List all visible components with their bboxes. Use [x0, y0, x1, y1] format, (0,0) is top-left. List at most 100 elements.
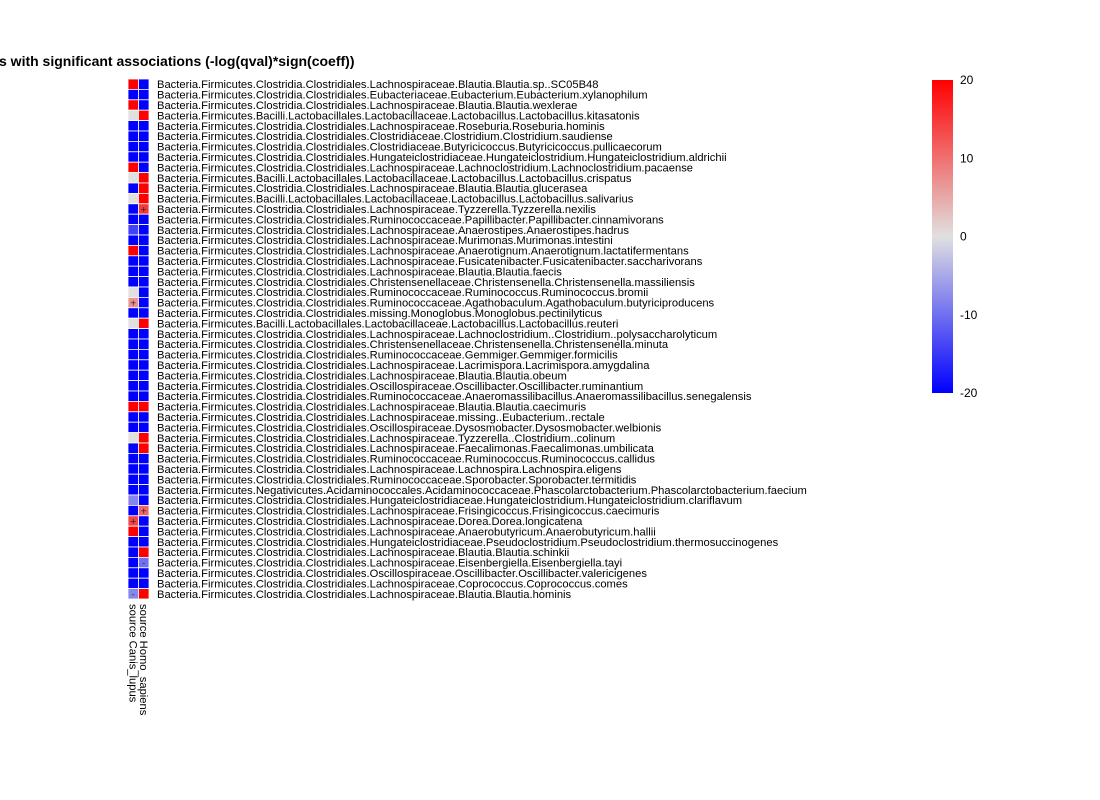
row-label: Bacteria.Firmicutes.Clostridia.Clostridi…: [157, 433, 615, 445]
heatmap-cell: [127, 328, 139, 340]
row-label: Bacteria.Firmicutes.Negativicutes.Acidam…: [157, 485, 807, 497]
heatmap-cell: [138, 224, 150, 236]
legend-tick-label: 10: [960, 151, 974, 165]
chart-title: s with significant associations (-log(qv…: [0, 53, 354, 69]
row-label: Bacteria.Firmicutes.Clostridia.Clostridi…: [157, 225, 629, 237]
legend-tick-label: 20: [960, 73, 974, 87]
heatmap-cell: [138, 473, 150, 486]
row-label: Bacteria.Firmicutes.Clostridia.Clostridi…: [157, 422, 662, 434]
significance-mark: +: [140, 205, 147, 214]
heatmap-cells: ++++--: [127, 78, 150, 600]
heatmap-cell: [127, 244, 139, 257]
row-label: Bacteria.Firmicutes.Clostridia.Clostridi…: [157, 495, 742, 507]
heatmap-cell: [138, 348, 150, 361]
heatmap-cell: [127, 348, 139, 361]
heatmap-cell: [127, 546, 139, 558]
heatmap-cell: [127, 452, 139, 465]
heatmap-cell: [127, 120, 139, 132]
row-label: Bacteria.Firmicutes.Clostridia.Clostridi…: [157, 412, 605, 424]
color-legend: 20 10 0 -10 -20: [932, 73, 978, 400]
row-label: Bacteria.Firmicutes.Clostridia.Clostridi…: [157, 589, 572, 601]
heatmap-cell: [138, 390, 150, 402]
heatmap-cell: [127, 286, 139, 298]
significance-mark: -: [142, 559, 145, 568]
heatmap-cell: [138, 463, 150, 475]
row-label: Bacteria.Firmicutes.Clostridia.Clostridi…: [157, 454, 655, 466]
heatmap-cell: [138, 120, 150, 132]
heatmap-cell: [138, 432, 150, 444]
heatmap-cell: [127, 109, 139, 121]
heatmap-cell: [138, 140, 150, 153]
row-label: Bacteria.Firmicutes.Clostridia.Clostridi…: [157, 547, 569, 559]
row-label: Bacteria.Firmicutes.Clostridia.Clostridi…: [157, 329, 717, 341]
row-label: Bacteria.Firmicutes.Clostridia.Clostridi…: [157, 402, 586, 414]
heatmap-cell: [138, 442, 150, 454]
heatmap-cell: [127, 213, 139, 225]
heatmap-cell: [138, 265, 150, 278]
row-label: Bacteria.Firmicutes.Clostridia.Clostridi…: [157, 298, 715, 310]
significance-mark: +: [130, 517, 137, 526]
row-label: Bacteria.Firmicutes.Clostridia.Clostridi…: [157, 277, 695, 289]
heatmap-cell: [138, 525, 150, 538]
heatmap-cell: [127, 307, 139, 319]
heatmap-cell: [127, 525, 139, 538]
heatmap-cell: [127, 442, 139, 454]
heatmap-cell: [138, 307, 150, 319]
row-label: Bacteria.Firmicutes.Clostridia.Clostridi…: [157, 360, 650, 372]
legend-tick-label: -10: [960, 308, 978, 322]
row-label: Bacteria.Firmicutes.Bacilli.Lactobacilla…: [157, 173, 632, 185]
heatmap-cell: [138, 255, 150, 267]
heatmap-cell: [138, 296, 150, 309]
legend-tick-label: 0: [960, 230, 967, 244]
heatmap-cell: [138, 244, 150, 257]
significance-mark: -: [132, 590, 135, 599]
heatmap-cell: [138, 130, 150, 142]
row-label: Bacteria.Firmicutes.Clostridia.Clostridi…: [157, 131, 613, 143]
heatmap-cell: [127, 203, 139, 215]
heatmap-cell: [127, 182, 139, 194]
row-label: Bacteria.Firmicutes.Clostridia.Clostridi…: [157, 339, 669, 351]
significance-mark: +: [140, 507, 147, 516]
heatmap-cell: [138, 328, 150, 340]
heatmap-cell: [127, 130, 139, 142]
row-label: Bacteria.Firmicutes.Clostridia.Clostridi…: [157, 142, 662, 154]
heatmap-cell: [138, 213, 150, 225]
heatmap-cell: [138, 89, 150, 101]
legend-tick-label: -20: [960, 386, 978, 400]
row-labels: Bacteria.Firmicutes.Clostridia.Clostridi…: [157, 79, 807, 601]
significance-mark: +: [130, 299, 137, 308]
heatmap-cell: [127, 432, 139, 444]
column-label: source Canis_lupus: [126, 604, 138, 703]
heatmap-cell: [138, 567, 150, 579]
row-label: Bacteria.Firmicutes.Clostridia.Clostridi…: [157, 558, 622, 570]
heatmap-cell: [138, 359, 150, 371]
row-label: Bacteria.Firmicutes.Clostridia.Clostridi…: [157, 474, 637, 486]
heatmap-cell: [138, 494, 150, 506]
row-label: Bacteria.Firmicutes.Clostridia.Clostridi…: [157, 152, 727, 164]
row-label: Bacteria.Firmicutes.Bacilli.Lactobacilla…: [157, 318, 618, 330]
heatmap-cell: [138, 172, 150, 184]
heatmap-cell: [127, 338, 139, 350]
heatmap-cell: [127, 473, 139, 486]
heatmap-cell: [138, 411, 150, 423]
heatmap-cell: [138, 515, 150, 527]
row-label: Bacteria.Firmicutes.Clostridia.Clostridi…: [157, 537, 779, 549]
heatmap-cell: [138, 317, 150, 330]
heatmap-cell: [127, 172, 139, 184]
row-label: Bacteria.Firmicutes.Clostridia.Clostridi…: [157, 391, 752, 403]
heatmap-cell: [138, 78, 150, 90]
heatmap-cell: [127, 390, 139, 402]
heatmap-cell: [127, 504, 139, 517]
row-label: Bacteria.Firmicutes.Bacilli.Lactobacilla…: [157, 194, 634, 206]
heatmap-cell: [127, 557, 139, 569]
heatmap-cell: [127, 78, 139, 90]
row-label: Bacteria.Firmicutes.Clostridia.Clostridi…: [157, 308, 603, 320]
heatmap-cell: [127, 99, 139, 111]
heatmap-cell: [138, 109, 150, 121]
row-label: Bacteria.Firmicutes.Clostridia.Clostridi…: [157, 381, 643, 393]
heatmap-cell: [127, 255, 139, 267]
heatmap-cell: [138, 182, 150, 194]
row-label: Bacteria.Firmicutes.Clostridia.Clostridi…: [157, 516, 583, 528]
